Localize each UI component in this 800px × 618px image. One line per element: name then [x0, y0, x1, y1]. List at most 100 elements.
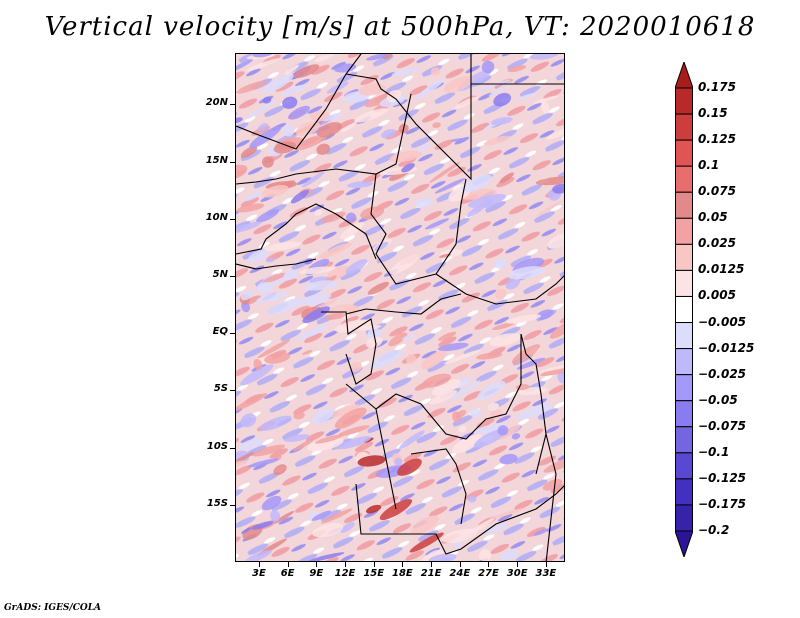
- field-blob: [311, 510, 332, 521]
- field-blob: [500, 549, 519, 561]
- field-blob: [492, 322, 515, 331]
- field-blob: [540, 365, 564, 377]
- field-blob: [415, 197, 433, 208]
- field-blob: [489, 507, 526, 520]
- field-blob: [478, 549, 492, 561]
- colorbar-label: −0.05: [698, 392, 738, 407]
- field-blob: [511, 433, 521, 440]
- field-blob: [273, 464, 287, 476]
- field-blob: [357, 455, 386, 467]
- field-blob: [308, 552, 345, 561]
- field-blob: [248, 458, 280, 468]
- lon-tick: [258, 562, 260, 567]
- field-blob: [320, 211, 346, 223]
- field-blob: [262, 73, 294, 94]
- field-blob: [518, 93, 536, 100]
- field-blob: [381, 129, 397, 139]
- field-blob: [266, 257, 276, 263]
- field-blob: [429, 161, 461, 184]
- colorbar: [675, 62, 693, 557]
- field-blob: [340, 122, 356, 133]
- field-blob: [489, 333, 521, 347]
- lat-tick: [230, 276, 235, 278]
- colorbar-segment: [675, 374, 693, 402]
- field-blob: [391, 67, 420, 77]
- lon-tick-label: 12E: [334, 568, 356, 579]
- field-blob: [236, 221, 262, 234]
- border-line: [410, 448, 467, 525]
- colorbar-segment: [675, 322, 693, 350]
- field-blob: [487, 402, 500, 411]
- field-blob: [431, 379, 461, 396]
- field-blob: [415, 78, 445, 99]
- field-blob: [297, 325, 328, 340]
- field-blob: [516, 402, 554, 420]
- field-blob: [394, 457, 403, 466]
- lon-tick-label: 15E: [363, 568, 385, 579]
- field-blob: [451, 380, 481, 400]
- field-blob: [481, 60, 495, 74]
- colorbar-segment: [675, 295, 693, 324]
- field-blob: [311, 407, 334, 424]
- field-blob: [461, 174, 492, 193]
- field-blob: [240, 146, 258, 158]
- field-blob: [430, 67, 441, 76]
- field-blob: [282, 96, 298, 109]
- field-blob: [264, 352, 291, 364]
- field-blob: [345, 259, 368, 274]
- field-blob: [236, 393, 268, 412]
- lat-tick: [230, 161, 235, 163]
- field-blob: [542, 479, 563, 491]
- lon-tick: [345, 562, 346, 567]
- field-blob: [321, 508, 353, 524]
- colorbar-segment: [675, 113, 693, 141]
- field-blob: [236, 59, 253, 73]
- field-blob: [484, 135, 510, 146]
- field-blob: [283, 269, 299, 281]
- field-blob: [261, 185, 289, 198]
- lat-tick: [230, 504, 235, 506]
- field-blob: [290, 189, 310, 204]
- colorbar-segment: [675, 452, 693, 480]
- colorbar-segment: [675, 191, 693, 219]
- field-blob: [386, 89, 402, 103]
- border-line: [236, 258, 317, 270]
- field-blob: [432, 122, 441, 128]
- colorbar-label: 0.125: [698, 132, 736, 147]
- lon-tick: [488, 562, 490, 567]
- field-blob: [422, 373, 452, 388]
- field-blob: [557, 371, 564, 384]
- field-blob: [516, 357, 546, 370]
- colorbar-segment: [675, 400, 693, 428]
- field-blob: [401, 163, 415, 173]
- field-blob: [507, 65, 527, 73]
- colorbar-top-arrow: [675, 62, 693, 89]
- field-blob: [507, 266, 545, 280]
- field-blob: [484, 523, 508, 534]
- field-blob: [499, 172, 514, 184]
- field-blob: [428, 553, 457, 561]
- field-blob: [366, 504, 382, 514]
- field-blob: [535, 176, 564, 186]
- field-blob: [304, 280, 339, 291]
- border-line: [520, 333, 547, 475]
- colorbar-label: 0.175: [698, 80, 736, 94]
- colorbar-segment: [675, 504, 693, 532]
- field-blob: [473, 423, 509, 435]
- colorbar-label: 0.1: [698, 158, 720, 173]
- field-blob: [340, 222, 364, 239]
- field-blob: [434, 178, 466, 194]
- field-blob: [421, 350, 447, 370]
- field-blob: [349, 361, 362, 373]
- field-blob: [497, 425, 509, 436]
- colorbar-label: 0.075: [698, 184, 736, 199]
- field-blob: [333, 63, 357, 73]
- lon-tick-label: 6E: [280, 568, 295, 579]
- field-blob: [374, 241, 389, 252]
- lon-tick: [402, 562, 404, 567]
- field-blob: [334, 407, 367, 429]
- colorbar-label: −0.005: [698, 314, 747, 329]
- lat-tick-label: 15S: [206, 497, 228, 509]
- field-blob: [274, 510, 295, 524]
- field-blob: [493, 92, 512, 107]
